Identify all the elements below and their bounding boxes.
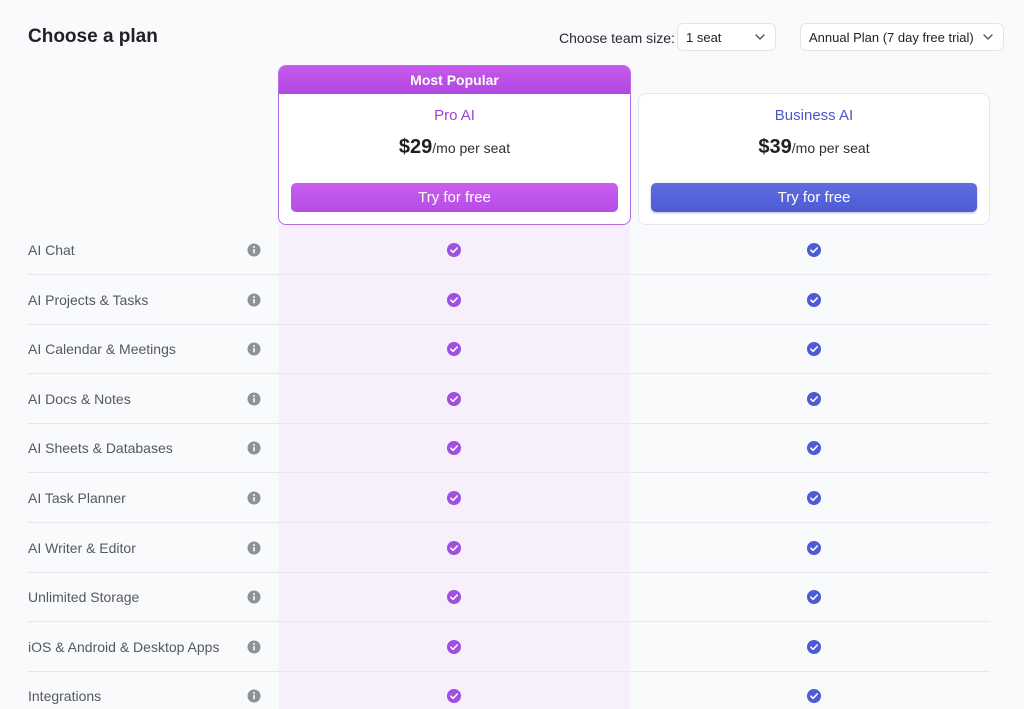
pro-plan-card: Most Popular Pro AI $29/mo per seat Try … xyxy=(278,65,631,225)
feature-row: AI Projects & Tasks xyxy=(0,275,1024,325)
feature-label: AI Docs & Notes xyxy=(28,390,131,407)
check-circle-icon xyxy=(447,292,462,307)
check-circle-icon xyxy=(447,491,462,506)
feature-label: AI Writer & Editor xyxy=(28,539,136,556)
info-icon[interactable] xyxy=(247,342,261,356)
business-price-amount: $39 xyxy=(758,136,792,158)
feature-label: Unlimited Storage xyxy=(28,589,140,606)
check-circle-icon xyxy=(447,391,462,406)
team-size-label: Choose team size: xyxy=(559,30,675,46)
feature-label: AI Calendar & Meetings xyxy=(28,341,176,358)
check-circle-icon xyxy=(447,441,462,456)
check-circle-icon xyxy=(447,689,462,704)
feature-row: AI Docs & Notes xyxy=(0,374,1024,424)
most-popular-badge: Most Popular xyxy=(279,66,630,94)
row-divider xyxy=(28,274,990,275)
pro-price-amount: $29 xyxy=(398,136,433,158)
info-icon[interactable] xyxy=(247,243,261,257)
feature-row: AI Calendar & Meetings xyxy=(0,324,1024,375)
check-circle-icon xyxy=(807,491,822,506)
row-divider xyxy=(28,522,990,523)
row-divider xyxy=(28,621,990,623)
feature-row: AI Writer & Editor xyxy=(0,523,1024,573)
row-divider xyxy=(28,670,990,672)
chevron-down-icon xyxy=(983,34,993,40)
check-circle-icon xyxy=(807,639,822,654)
check-circle-icon xyxy=(807,292,822,307)
check-circle-icon xyxy=(807,689,822,704)
page-title: Choose a plan xyxy=(28,26,158,47)
pro-try-free-button[interactable]: Try for free xyxy=(291,183,618,212)
check-circle-icon xyxy=(807,590,822,605)
pro-plan-name: Pro AI xyxy=(434,107,475,124)
pro-price-unit: /mo per seat xyxy=(432,140,511,156)
feature-label: Integrations xyxy=(28,688,102,705)
business-try-free-button[interactable]: Try for free xyxy=(651,183,977,212)
business-plan-card: Business AI $39/mo per seat Try for free xyxy=(638,93,990,225)
row-divider xyxy=(28,323,990,325)
feature-row: AI Chat xyxy=(0,225,1024,275)
business-plan-name: Business AI xyxy=(774,107,854,124)
check-circle-icon xyxy=(447,590,462,605)
row-divider xyxy=(28,422,990,424)
check-circle-icon xyxy=(807,243,822,258)
check-circle-icon xyxy=(447,243,462,258)
billing-select[interactable]: Annual Plan (7 day free trial) xyxy=(800,23,1004,51)
feature-row: AI Task Planner xyxy=(0,473,1024,523)
info-icon[interactable] xyxy=(247,293,261,307)
business-plan-price: $39/mo per seat xyxy=(639,136,989,159)
check-circle-icon xyxy=(807,540,822,555)
feature-row: AI Sheets & Databases xyxy=(0,423,1024,474)
check-circle-icon xyxy=(807,342,822,357)
seat-select[interactable]: 1 seat xyxy=(677,23,776,51)
row-divider xyxy=(28,373,990,375)
billing-select-value: Annual Plan (7 day free trial) xyxy=(809,29,974,45)
check-circle-icon xyxy=(807,441,822,456)
business-price-unit: /mo per seat xyxy=(791,140,870,156)
feature-label: AI Task Planner xyxy=(28,490,126,506)
row-divider xyxy=(28,571,990,573)
info-icon[interactable] xyxy=(247,491,261,505)
feature-label: AI Sheets & Databases xyxy=(28,440,173,457)
feature-row: Unlimited Storage xyxy=(0,572,1024,623)
check-circle-icon xyxy=(807,391,822,406)
feature-label: AI Projects & Tasks xyxy=(28,291,149,308)
info-icon[interactable] xyxy=(247,590,261,604)
info-icon[interactable] xyxy=(247,392,261,406)
chevron-down-icon xyxy=(755,34,765,40)
check-circle-icon xyxy=(447,540,462,555)
info-icon[interactable] xyxy=(247,441,261,455)
info-icon[interactable] xyxy=(247,541,261,555)
row-divider xyxy=(28,472,990,474)
pro-plan-price: $29/mo per seat xyxy=(279,136,630,159)
feature-row: iOS & Android & Desktop Apps xyxy=(0,622,1024,672)
feature-row: Integrations xyxy=(0,671,1024,709)
seat-select-value: 1 seat xyxy=(686,29,722,45)
feature-label: AI Chat xyxy=(28,242,75,258)
info-icon[interactable] xyxy=(247,689,261,703)
info-icon[interactable] xyxy=(247,640,261,654)
check-circle-icon xyxy=(447,342,462,357)
feature-label: iOS & Android & Desktop Apps xyxy=(28,638,220,655)
check-circle-icon xyxy=(447,639,462,654)
